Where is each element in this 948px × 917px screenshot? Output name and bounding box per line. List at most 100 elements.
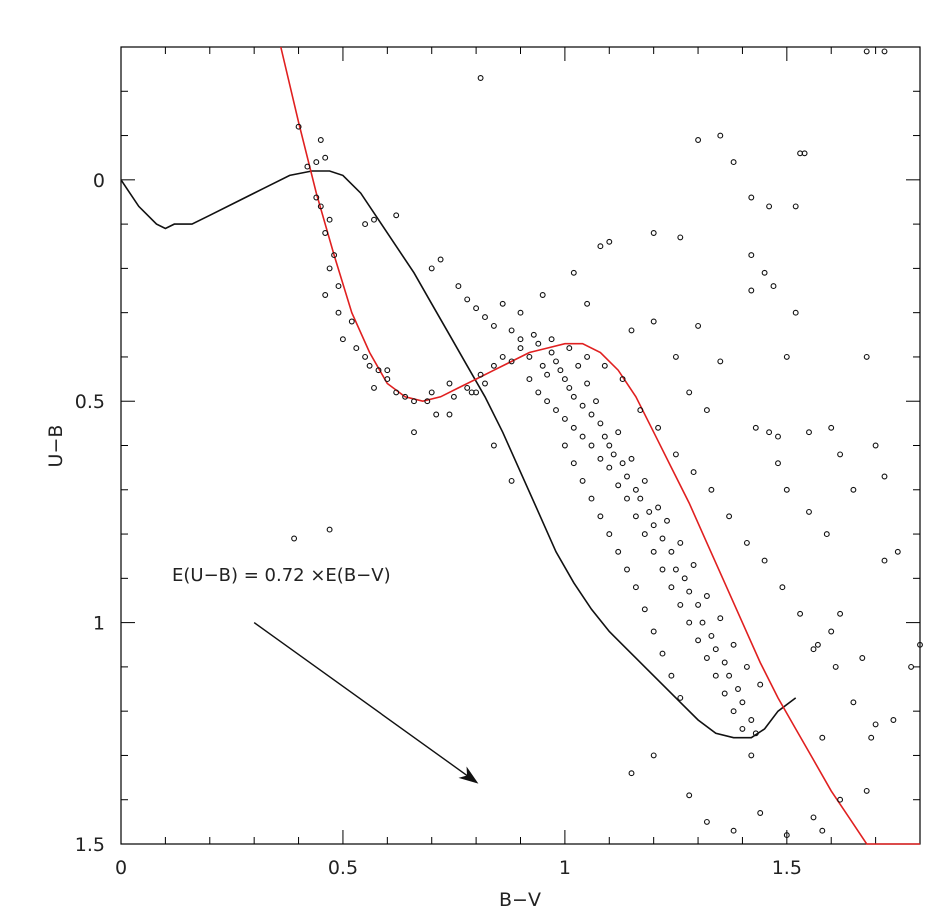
star-point <box>304 163 311 170</box>
star-point <box>668 548 675 555</box>
star-point <box>619 376 626 383</box>
star-point <box>703 818 710 825</box>
star-point <box>632 584 639 591</box>
star-point <box>806 508 812 515</box>
star-point <box>499 353 506 360</box>
star-point <box>579 402 586 409</box>
star-point <box>748 252 755 259</box>
star-point <box>837 796 844 803</box>
star-point <box>783 486 790 493</box>
star-point <box>721 690 728 697</box>
star-point <box>517 336 524 343</box>
star-point <box>868 734 875 741</box>
star-point <box>881 557 888 564</box>
x-axis-label: B−V <box>499 889 541 911</box>
star-point <box>561 415 568 422</box>
star-point <box>695 137 702 143</box>
star-point <box>908 663 915 670</box>
star-point <box>739 699 746 706</box>
star-point <box>450 393 457 400</box>
star-point <box>490 442 497 449</box>
star-point <box>313 159 320 166</box>
star-point <box>717 358 724 365</box>
star-point <box>473 305 480 312</box>
star-point <box>672 451 679 458</box>
star-point <box>881 473 888 480</box>
star-point <box>291 535 298 542</box>
star-point <box>393 389 400 396</box>
star-point <box>548 336 555 343</box>
star-point <box>708 486 715 493</box>
star-point <box>615 429 622 436</box>
star-point <box>464 296 471 303</box>
star-point <box>850 486 857 493</box>
star-point <box>757 810 764 816</box>
star-point <box>686 588 693 595</box>
star-point <box>872 442 879 449</box>
star-point <box>313 194 320 201</box>
star-point <box>748 194 755 201</box>
star-point <box>295 123 302 130</box>
star-point <box>326 526 333 533</box>
star-point <box>584 353 591 360</box>
star-point <box>681 575 688 582</box>
star-point <box>641 606 648 613</box>
star-point <box>650 752 657 759</box>
star-point <box>699 619 706 626</box>
star-point <box>819 827 826 834</box>
star-point <box>677 694 684 701</box>
star-point <box>863 353 870 360</box>
star-point <box>695 637 702 644</box>
star-point <box>664 517 670 524</box>
tick-labels: 0 0.5 1 1.5 0 0.5 1 1.5 <box>75 170 802 879</box>
star-point <box>362 353 369 360</box>
star-point <box>424 398 431 405</box>
plot-frame <box>120 46 921 845</box>
star-point <box>766 203 773 210</box>
y-tick-label: 0 <box>93 170 105 192</box>
star-point <box>797 610 804 617</box>
star-point <box>659 566 666 573</box>
star-point <box>690 469 697 476</box>
star-point <box>917 641 923 648</box>
star-point <box>575 362 582 369</box>
star-point <box>544 371 551 378</box>
star-point <box>859 655 866 661</box>
star-point <box>326 216 333 223</box>
star-point <box>624 566 630 573</box>
star-point <box>863 787 870 794</box>
star-point <box>837 451 844 458</box>
star-point <box>752 424 759 431</box>
star-point <box>823 531 830 538</box>
star-point <box>712 672 719 679</box>
star-point <box>779 584 786 591</box>
star-point <box>761 269 768 276</box>
star-point <box>335 283 342 290</box>
star-point <box>650 318 657 325</box>
star-point <box>601 433 608 440</box>
star-point <box>411 398 417 405</box>
star-point <box>832 663 839 670</box>
star-point <box>872 721 879 728</box>
star-point <box>362 221 369 228</box>
star-point <box>730 708 737 715</box>
star-point <box>544 398 551 405</box>
star-point <box>526 376 533 383</box>
star-point <box>806 429 812 436</box>
star-point <box>490 322 497 329</box>
star-point <box>411 429 417 436</box>
star-point <box>464 384 471 391</box>
star-point <box>606 464 613 471</box>
star-point <box>659 535 666 542</box>
star-point <box>455 283 462 290</box>
x-tick-label: 1.5 <box>772 857 802 879</box>
star-point <box>331 252 338 259</box>
star-point <box>757 681 764 688</box>
x-tick-label: 1 <box>559 857 571 879</box>
star-point <box>695 601 702 608</box>
star-point <box>526 353 533 360</box>
star-point <box>566 384 573 391</box>
star-point <box>672 353 679 360</box>
y-tick-label: 0.5 <box>75 391 105 413</box>
star-point <box>703 593 710 599</box>
